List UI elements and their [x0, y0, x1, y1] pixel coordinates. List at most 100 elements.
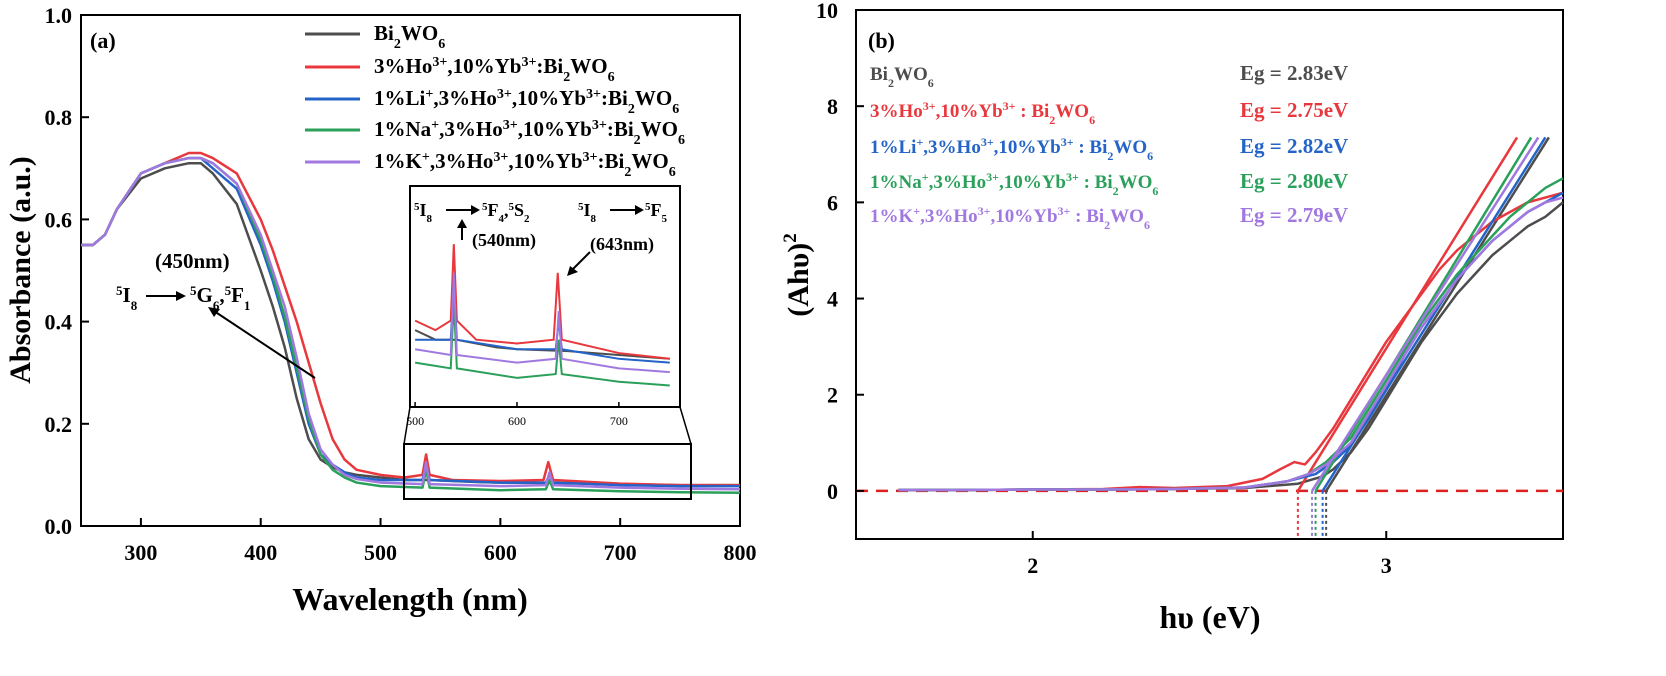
inset-xtick-label: 700: [610, 414, 628, 428]
sub: 4: [499, 213, 505, 225]
panel-b-legend-text: 1%Na: [870, 172, 922, 193]
panel-a-legend-entry: 3%Ho3+,10%Yb3+:Bi2WO6: [374, 54, 615, 85]
zoom-connector-right: [679, 406, 692, 445]
panel-b-eg-label-bwo: Eg = 2.83eV: [1240, 61, 1348, 85]
panel-b-series-ho_yb: [898, 191, 1564, 492]
panel-a-legend-entry: 1%K+,3%Ho3+,10%Yb3+:Bi2WO6: [374, 149, 676, 180]
panel-a-legend-text: 1%Li: [374, 86, 426, 110]
panel-a-xtick-label: 700: [604, 540, 637, 565]
panel-a-axes: 300 400 500 600 700 800 0.0 0.2 0.4 0.6 0.8 1.0: [45, 3, 757, 565]
panel-b-legend-text: WO: [1055, 101, 1089, 122]
inset-540-arrowhead: [471, 205, 480, 215]
panel-a-legend-text: :Bi: [598, 149, 625, 173]
panel-a-legend-text: Bi: [374, 21, 394, 45]
panel-b-series-k: [898, 196, 1564, 492]
term: I: [420, 200, 427, 220]
panel-a-xtick-label: 800: [724, 540, 757, 565]
inset-transition-643-target: 5F5: [645, 200, 668, 225]
panel-a-series-group: [81, 151, 741, 495]
panel-b-series-li: [898, 191, 1564, 492]
panel-b-ytick-label: 6: [827, 190, 838, 215]
panel-b-legend-text: ,3%Ho: [929, 172, 987, 193]
panel-a-ytick-label: 0.6: [45, 207, 73, 232]
panel-b-legend-text: 2: [1049, 113, 1055, 127]
panel-a-legend-text: 6: [669, 165, 676, 180]
panel-b-ytick-label: 2: [827, 383, 838, 408]
inset-xtick-label: 500: [406, 414, 424, 428]
inset-transition-540-label: 5I8: [414, 200, 433, 225]
panel-b-legend-text: ,10%Yb: [994, 137, 1061, 158]
panel-b-legend-text: 2: [888, 76, 894, 90]
panel-b-legend-text: 6: [928, 76, 934, 90]
panel-b-legend-text: 6: [1152, 184, 1158, 198]
annotation-450nm-text: (450nm): [155, 249, 230, 273]
panel-b-ytick-label: 10: [816, 0, 838, 23]
panel-a-series-k: [81, 156, 741, 491]
panel-a-ytick-label: 0.2: [45, 412, 73, 437]
term: I: [123, 283, 131, 307]
panel-b-fit-line-bwo: [1325, 136, 1550, 492]
panel-b-xtick-label: 2: [1027, 553, 1038, 578]
panel-a-ytick-label: 0.8: [45, 105, 73, 130]
panel-a-legend-text: 2: [563, 70, 570, 85]
sup: 5: [482, 201, 488, 213]
panel-b-fit-line-ho_yb: [1296, 136, 1519, 492]
inset-transition-643-label: 5I8: [578, 200, 597, 225]
panel-b-eg-label-ho_yb: Eg = 2.75eV: [1240, 98, 1348, 122]
panel-b-ylabel-sup: 2: [780, 233, 801, 243]
panel-b-legend-text: +: [916, 135, 923, 149]
panel-b-legend-text: 3+: [923, 99, 936, 113]
panel-a-legend-text: +: [422, 150, 430, 165]
zoom-region-box: [403, 443, 692, 500]
panel-b-legend-text: 1%Li: [870, 137, 916, 158]
transition-450-label: 5I8: [116, 283, 138, 313]
term: G: [197, 283, 213, 307]
panel-a-legend-text: ,10%Yb: [447, 54, 521, 78]
panel-a-ytick-label: 1.0: [45, 3, 73, 28]
panel-b-legend-text: 1%K: [870, 206, 914, 227]
panel-b-legend-text: 3+: [978, 204, 991, 218]
panel-b-legend-text: Bi: [870, 64, 888, 85]
panel-b-legend-text: +: [922, 170, 929, 184]
sup: 5: [414, 201, 420, 213]
sup: 5: [645, 201, 651, 213]
panel-b-fit-line-na: [1314, 136, 1533, 492]
panel-a-ytick-label: 0.4: [45, 310, 73, 335]
inset-540nm-text: (540nm): [472, 230, 536, 251]
panel-b-label: (b): [868, 28, 895, 53]
panel-a-legend-entry: 1%Na+,3%Ho3+,10%Yb3+:Bi2WO6: [374, 117, 685, 148]
panel-b-xlabel: hυ (eV): [1159, 599, 1260, 635]
term: F: [231, 283, 244, 307]
panel-a-legend-text: 1%K: [374, 149, 423, 173]
panel-a-legend-text: 3+: [592, 118, 607, 133]
panel-b-fit-line-k: [1310, 136, 1540, 492]
sup: 5: [225, 283, 232, 298]
pointer-450-arrow: [213, 310, 316, 379]
panel-b-legend-text: 2: [1104, 218, 1110, 232]
panel-b-legend-text: 2: [1113, 184, 1119, 198]
panel-b-legend-text: : Bi: [1074, 137, 1108, 158]
inset-series-ho_yb: [414, 244, 670, 360]
panel-a-legend-text: ,3%Ho: [433, 86, 497, 110]
panel-a-ylabel: Absorbance (a.u.): [4, 156, 37, 384]
sep: ,: [504, 200, 509, 220]
panel-a-legend-text: 3+: [503, 118, 518, 133]
panel-b-legend-text: 6: [1147, 149, 1153, 163]
panel-a-legend-text: :Bi: [601, 86, 628, 110]
panel-a-legend-text: WO: [635, 86, 672, 110]
inset-xtick-label: 600: [508, 414, 526, 428]
sub: 8: [591, 213, 597, 225]
panel-a-legend-text: 2: [624, 165, 631, 180]
inset-540nm-label: (540nm): [472, 230, 536, 251]
panel-a-legend-text: 3+: [586, 87, 601, 102]
transition-450-arrowhead: [176, 291, 186, 301]
panel-a-xtick-label: 600: [484, 540, 517, 565]
panel-b-series-group: [856, 136, 1564, 539]
sup: 5: [578, 201, 584, 213]
panel-a-xtick-label: 300: [124, 540, 157, 565]
panel-b-legend-text: WO: [1113, 137, 1147, 158]
panel-a-xlabel: Wavelength (nm): [292, 581, 528, 617]
